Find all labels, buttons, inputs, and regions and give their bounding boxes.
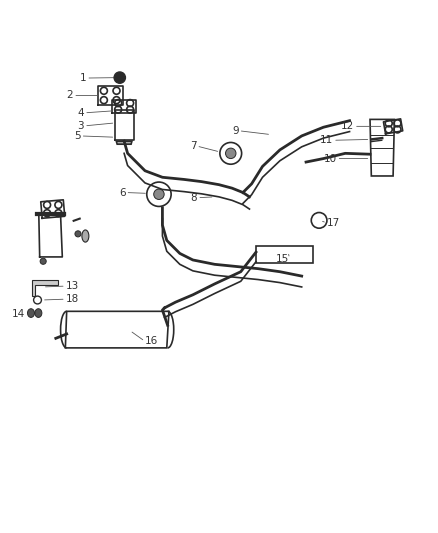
Text: 4: 4 <box>78 108 84 118</box>
Ellipse shape <box>35 309 42 318</box>
Text: 17: 17 <box>327 218 340 228</box>
Text: 12: 12 <box>341 122 354 131</box>
Text: 13: 13 <box>66 281 79 291</box>
Text: 9: 9 <box>232 126 239 136</box>
Text: 10: 10 <box>323 154 336 164</box>
Ellipse shape <box>82 230 89 242</box>
Text: 5: 5 <box>74 131 81 141</box>
Circle shape <box>226 148 236 158</box>
Text: 15: 15 <box>276 254 290 264</box>
Circle shape <box>40 258 46 264</box>
Text: 3: 3 <box>78 121 84 131</box>
Polygon shape <box>32 280 58 296</box>
Ellipse shape <box>28 309 35 318</box>
Text: 11: 11 <box>320 135 333 146</box>
Text: 18: 18 <box>66 294 79 304</box>
Polygon shape <box>116 141 132 144</box>
Text: 1: 1 <box>80 73 86 83</box>
Text: 14: 14 <box>12 309 25 319</box>
Text: 8: 8 <box>191 193 197 203</box>
Circle shape <box>75 231 81 237</box>
Text: 6: 6 <box>119 188 125 198</box>
Circle shape <box>154 189 164 199</box>
Text: 2: 2 <box>67 91 73 100</box>
Circle shape <box>114 72 125 83</box>
Text: 7: 7 <box>190 141 196 151</box>
Text: 16: 16 <box>145 336 158 346</box>
